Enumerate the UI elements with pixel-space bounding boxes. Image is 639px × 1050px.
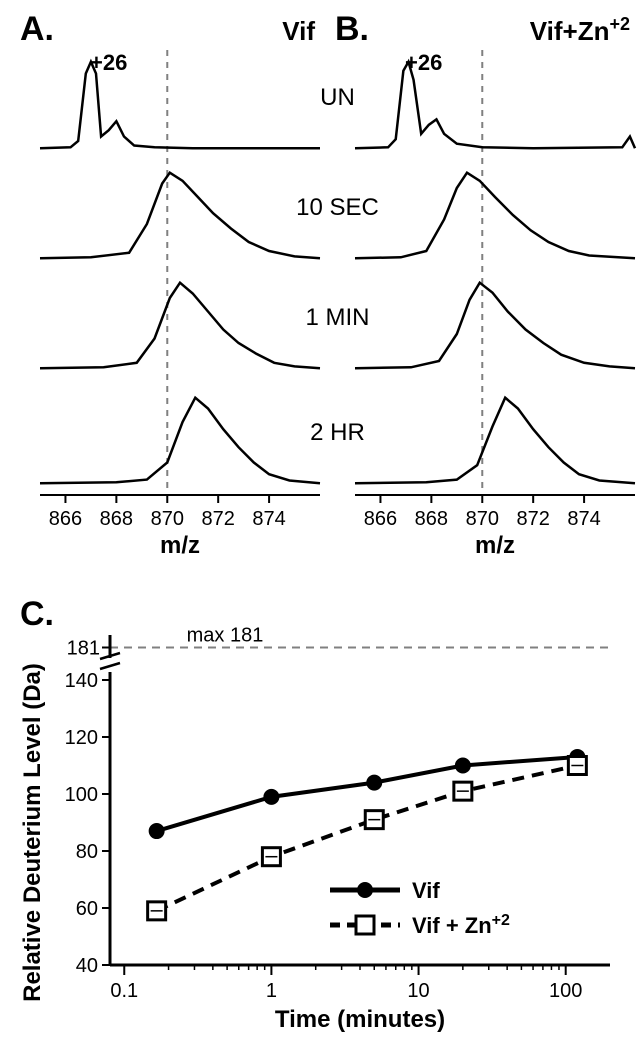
legend-vifzn: Vif + Zn+2 [412, 912, 510, 938]
ytick-60: 60 [76, 898, 98, 920]
figure-svg: A.Vif+26866868870872874m/zB.Vif+Zn+2+268… [0, 0, 639, 1050]
xtick-B-874: 874 [567, 508, 600, 530]
xlabel-A: m/z [160, 532, 200, 559]
xlabel-C: Time (minutes) [275, 1006, 445, 1033]
spectrum-B-3 [355, 398, 635, 484]
spectrum-A-1 [40, 173, 320, 259]
panel-title-A: Vif [282, 16, 315, 46]
figure-root: A.Vif+26866868870872874m/zB.Vif+Zn+2+268… [0, 0, 639, 1050]
xtick-10: 10 [407, 980, 429, 1002]
marker-Vif [455, 758, 471, 774]
xtick-A-866: 866 [49, 508, 82, 530]
marker-Vif [263, 789, 279, 805]
spectrum-A-3 [40, 398, 320, 484]
spectrum-A-0 [40, 62, 320, 148]
xtick-B-868: 868 [415, 508, 448, 530]
xtick-B-870: 870 [466, 508, 499, 530]
xtick-B-872: 872 [516, 508, 549, 530]
xlabel-B: m/z [475, 532, 515, 559]
xtick-A-872: 872 [201, 508, 234, 530]
spectrum-A-2 [40, 283, 320, 369]
ylabel-C: Relative Deuterium Level (Da) [19, 663, 46, 1002]
panel-C: C. max 181 181 40 60 80 100 120 140 0.1 1 10 100 Rela… [19, 595, 610, 1033]
ytick-120: 120 [65, 727, 98, 749]
panel-label-C: C. [20, 595, 54, 633]
xtick-0.1: 0.1 [110, 980, 138, 1002]
legend-vif: Vif [412, 878, 440, 903]
ytick-40: 40 [76, 955, 98, 977]
legend: Vif Vif + Zn+2 [330, 878, 510, 938]
spectrum-B-0 [355, 62, 635, 148]
spectrum-B-1 [355, 173, 635, 259]
marker-Vif [366, 775, 382, 791]
ytick-181: 181 [67, 638, 100, 660]
xtick-100: 100 [549, 980, 582, 1002]
spectrum-B-2 [355, 283, 635, 369]
panel-title-B: Vif+Zn+2 [530, 14, 630, 46]
panel-label-A: A. [20, 10, 54, 48]
max-label: max 181 [187, 625, 264, 647]
marker-Vif [149, 823, 165, 839]
ytick-100: 100 [65, 784, 98, 806]
panel-label-B: B. [335, 10, 369, 48]
xtick-A-874: 874 [252, 508, 285, 530]
xtick-1: 1 [266, 980, 277, 1002]
row-label-3: 2 HR [310, 419, 365, 446]
xtick-B-866: 866 [364, 508, 397, 530]
row-label-0: UN [320, 84, 355, 111]
ytick-80: 80 [76, 841, 98, 863]
xtick-A-868: 868 [100, 508, 133, 530]
row-label-2: 1 MIN [305, 304, 369, 331]
xtick-A-870: 870 [151, 508, 184, 530]
ytick-140: 140 [65, 670, 98, 692]
row-label-1: 10 SEC [296, 194, 379, 221]
